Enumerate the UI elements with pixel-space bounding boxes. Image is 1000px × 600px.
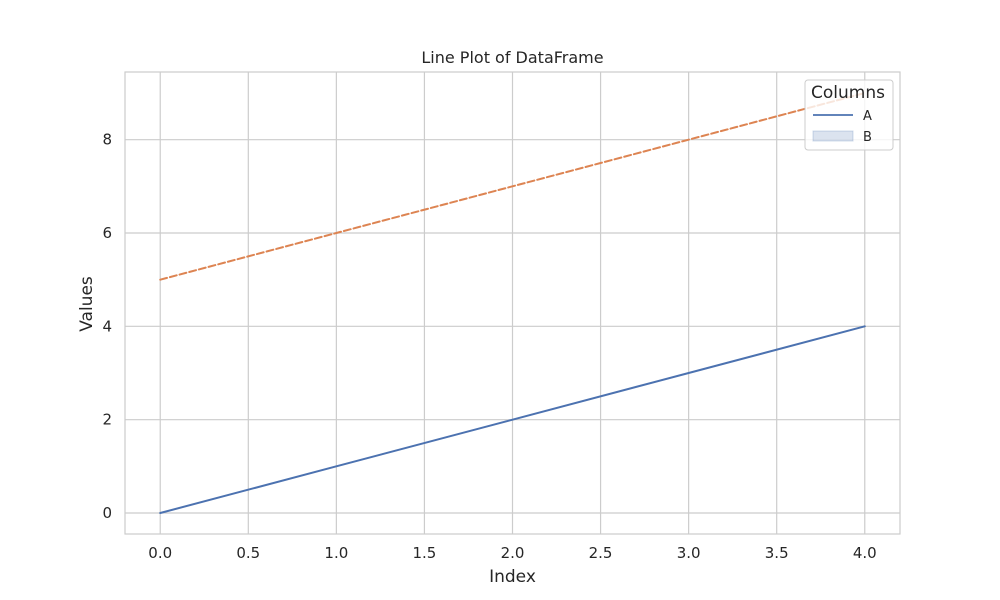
series-lines: [159, 92, 866, 514]
y-tick-label: 0: [102, 504, 112, 522]
series-line-1: [159, 92, 866, 281]
x-tick-label: 4.0: [853, 544, 877, 562]
x-tick-label: 2.0: [501, 544, 525, 562]
chart-title: Line Plot of DataFrame: [421, 48, 603, 67]
x-tick-label: 3.5: [765, 544, 789, 562]
legend-label-a: A: [863, 109, 872, 124]
x-tick-label: 0.5: [236, 544, 260, 562]
y-tick-label: 2: [102, 411, 112, 429]
legend-title: Columns: [811, 83, 885, 103]
x-tick-label: 0.0: [148, 544, 172, 562]
legend-swatch-b: [812, 130, 854, 142]
x-tick-label: 3.0: [677, 544, 701, 562]
x-tick-labels: 0.0 0.5 1.0 1.5 2.0 2.5 3.0 3.5 4.0: [148, 544, 876, 562]
x-axis-label: Index: [489, 567, 536, 587]
y-tick-label: 6: [102, 224, 112, 242]
y-tick-label: 4: [102, 317, 112, 335]
legend: Columns A B: [804, 79, 894, 151]
series-line-0: [159, 325, 866, 514]
y-axis-label: Values: [77, 276, 97, 332]
legend-label-b: B: [863, 130, 872, 145]
x-tick-label: 1.0: [324, 544, 348, 562]
plot-frame: [124, 71, 901, 535]
y-tick-label: 8: [102, 131, 112, 149]
y-tick-labels: 0 2 4 6 8: [102, 131, 112, 522]
x-tick-label: 2.5: [589, 544, 613, 562]
x-tick-label: 1.5: [413, 544, 437, 562]
